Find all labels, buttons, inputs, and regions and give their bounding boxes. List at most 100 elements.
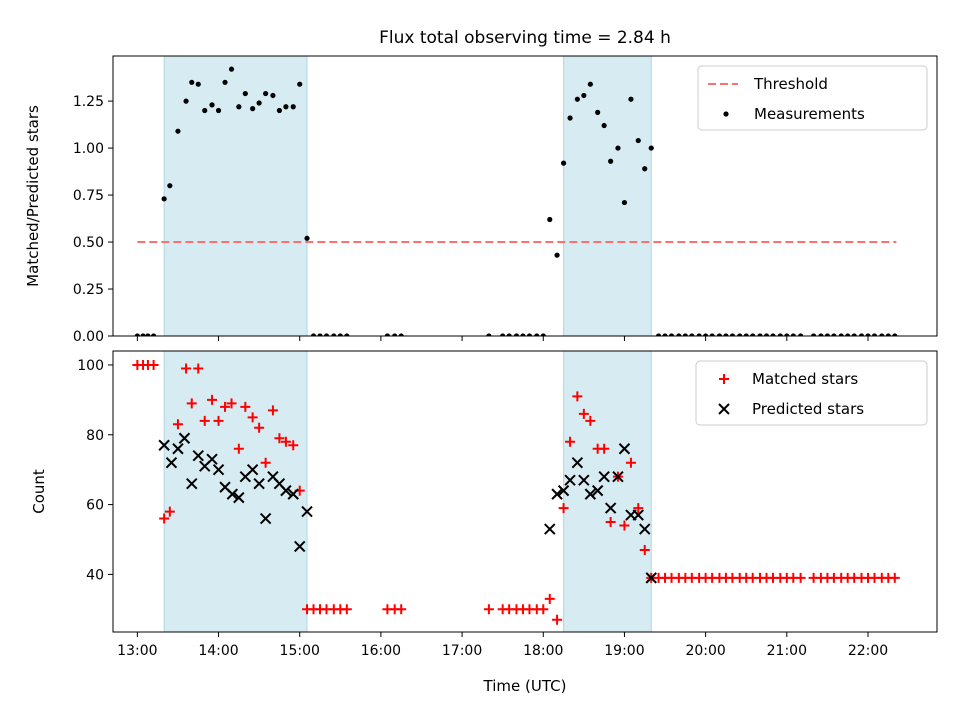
data-point <box>621 199 628 206</box>
data-point <box>301 505 313 518</box>
data-point <box>215 107 222 114</box>
data-point <box>662 333 668 336</box>
data-point <box>601 122 607 129</box>
data-point <box>384 333 390 336</box>
data-point <box>648 145 654 151</box>
data-point <box>757 333 763 336</box>
y-tick-label: 40 <box>86 567 104 583</box>
data-point <box>879 333 885 336</box>
data-point <box>506 333 512 336</box>
data-point <box>392 333 398 336</box>
data-point <box>242 90 248 97</box>
data-point <box>599 443 610 454</box>
data-point <box>172 443 184 455</box>
data-point <box>824 333 831 336</box>
data-point <box>578 408 589 419</box>
y-tick-label: 1.25 <box>73 94 104 110</box>
data-point <box>280 436 291 447</box>
data-point <box>564 474 576 486</box>
data-point <box>513 333 520 336</box>
data-point <box>540 333 546 336</box>
data-point <box>560 160 567 166</box>
shaded-interval <box>163 56 308 336</box>
y-axis-label: Count <box>30 469 48 514</box>
data-point <box>222 79 228 85</box>
bottom-panel: 13:00 14:00 15:00 16:00 17:00 18:00 19:00 20:00… <box>30 350 938 695</box>
data-point <box>574 96 580 102</box>
data-point <box>148 359 159 370</box>
data-point <box>544 523 556 535</box>
data-point <box>770 333 776 336</box>
data-point <box>161 196 167 202</box>
data-point <box>777 333 783 336</box>
data-point <box>578 474 590 486</box>
data-point <box>396 604 407 615</box>
data-point <box>276 107 283 114</box>
data-point <box>557 484 570 497</box>
legend-measurement-swatch <box>723 111 729 117</box>
legend-label: Predicted stars <box>752 400 864 418</box>
data-point <box>798 333 804 336</box>
data-point <box>552 614 563 625</box>
data-point <box>331 333 337 336</box>
data-point <box>892 333 898 336</box>
data-point <box>608 158 614 164</box>
data-point <box>633 503 644 514</box>
plot-area <box>134 56 898 336</box>
legend-box <box>697 65 928 131</box>
data-point <box>790 333 796 336</box>
data-point <box>750 333 756 336</box>
chart-title: Flux total observing time = 2.84 h <box>379 28 671 48</box>
y-tick-label: 0.25 <box>73 282 104 298</box>
data-point <box>178 432 191 444</box>
data-point <box>668 333 675 336</box>
data-point <box>572 391 583 402</box>
data-point <box>483 604 494 615</box>
data-point <box>737 333 743 336</box>
data-point <box>287 488 299 500</box>
data-point <box>270 92 276 99</box>
data-point <box>233 443 244 454</box>
data-point <box>209 102 215 108</box>
legend-label: Threshold <box>753 75 828 93</box>
data-point <box>604 502 617 514</box>
data-point <box>851 333 857 336</box>
data-point <box>192 450 204 462</box>
data-point <box>256 100 262 106</box>
x-tick-label: 15:00 <box>280 643 320 659</box>
legend-box <box>695 360 928 426</box>
data-point <box>885 333 891 336</box>
legend-matched-swatch <box>719 374 729 384</box>
data-point <box>254 422 265 433</box>
data-point <box>246 463 259 476</box>
data-point <box>554 252 560 258</box>
data-point <box>341 604 352 615</box>
y-tick-label: 100 <box>77 358 104 374</box>
x-tick-label: 16:00 <box>361 643 401 659</box>
data-point <box>723 333 729 336</box>
data-point <box>538 604 549 615</box>
x-tick-label: 21:00 <box>767 643 807 659</box>
data-point <box>164 506 175 517</box>
data-point <box>889 572 900 583</box>
data-point <box>818 333 824 336</box>
legend-predicted-swatch <box>718 403 730 415</box>
data-point <box>865 333 871 336</box>
data-point <box>639 523 651 535</box>
data-point <box>858 333 865 336</box>
data-point <box>159 513 170 524</box>
data-point <box>709 333 715 336</box>
legend: Threshold Measurements <box>697 65 928 131</box>
data-point <box>716 333 723 336</box>
data-point <box>567 115 573 121</box>
x-tick-label: 14:00 <box>198 643 238 659</box>
data-point <box>337 333 343 336</box>
data-point <box>260 457 271 468</box>
data-point <box>212 463 225 476</box>
data-point <box>297 81 303 87</box>
x-axis-label: Time (UTC) <box>483 677 567 695</box>
data-point <box>703 333 709 336</box>
data-point <box>871 333 878 336</box>
data-point <box>233 491 245 504</box>
data-point <box>183 98 189 104</box>
